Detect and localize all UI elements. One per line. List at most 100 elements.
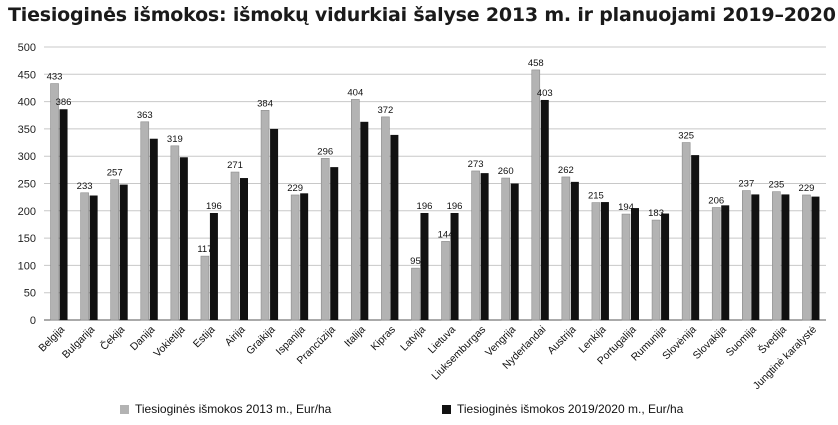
x-tick-label: Liuksemburgas bbox=[429, 324, 488, 383]
legend-item-2013: Tiesioginės išmokos 2013 m., Eur/ha bbox=[120, 402, 331, 416]
bar-2013 bbox=[351, 99, 360, 321]
y-tick-label: 150 bbox=[18, 233, 36, 245]
data-label-2013: 257 bbox=[107, 168, 123, 179]
data-label-2013: 363 bbox=[137, 110, 153, 121]
bar-2019 bbox=[240, 178, 248, 320]
y-tick-label: 0 bbox=[30, 315, 36, 327]
x-tick-label: Čekija bbox=[97, 323, 127, 353]
data-label-2013: 433 bbox=[47, 72, 63, 83]
data-label-2013: 296 bbox=[317, 146, 333, 157]
y-tick-label: 200 bbox=[18, 206, 36, 218]
x-tick-label: Bulgarija bbox=[60, 324, 97, 361]
data-label-2013: 325 bbox=[678, 131, 694, 142]
data-label-2013: 262 bbox=[558, 165, 574, 176]
bar-2013 bbox=[802, 194, 811, 321]
bar-2013 bbox=[290, 194, 300, 321]
bar-2013 bbox=[200, 255, 210, 321]
data-label-2019: 196 bbox=[417, 201, 433, 212]
data-label-2013: 271 bbox=[227, 160, 243, 171]
bar-2019 bbox=[450, 212, 459, 320]
data-label-2013: 237 bbox=[738, 179, 754, 190]
bar-2019 bbox=[300, 193, 309, 320]
bar-2013 bbox=[772, 191, 781, 321]
bar-2019 bbox=[360, 121, 369, 320]
x-tick-label: Estija bbox=[191, 324, 218, 351]
bar-2019 bbox=[209, 212, 218, 320]
y-tick-label: 350 bbox=[18, 124, 36, 136]
data-label-2013: 273 bbox=[468, 159, 484, 170]
data-label-2013: 319 bbox=[167, 134, 183, 145]
bar-2019 bbox=[270, 128, 279, 320]
bar-2019 bbox=[420, 212, 429, 320]
data-label-2013: 260 bbox=[498, 166, 514, 177]
bar-2019 bbox=[540, 99, 549, 320]
x-tick-label: Italija bbox=[342, 324, 368, 350]
data-label-2013: 372 bbox=[377, 105, 393, 116]
x-tick-label: Vokietija bbox=[151, 324, 187, 360]
data-label-2019: 196 bbox=[447, 201, 463, 212]
y-tick-label: 450 bbox=[18, 69, 36, 81]
bar-2013 bbox=[320, 158, 330, 321]
bar-2013 bbox=[381, 116, 390, 321]
y-tick-label: 500 bbox=[18, 42, 36, 54]
bar-2019 bbox=[631, 208, 639, 320]
bar-2019 bbox=[510, 183, 519, 320]
data-label-2013: 458 bbox=[528, 58, 544, 69]
data-label-2013: 95 bbox=[410, 256, 421, 267]
bar-2019 bbox=[661, 213, 670, 320]
data-label-2013: 404 bbox=[347, 87, 363, 98]
bar-2019 bbox=[600, 202, 609, 320]
bar-2013 bbox=[110, 179, 119, 321]
bar-2013 bbox=[561, 176, 571, 321]
bar-2013 bbox=[591, 202, 601, 321]
data-label-2013: 183 bbox=[648, 208, 664, 219]
bar-2013 bbox=[140, 121, 150, 321]
y-tick-label: 250 bbox=[18, 179, 36, 191]
bar-2019 bbox=[179, 157, 188, 320]
bar-2013 bbox=[441, 241, 450, 321]
bar-2019 bbox=[149, 138, 158, 320]
x-tick-label: Latvija bbox=[398, 324, 428, 354]
bar-2013 bbox=[501, 177, 510, 321]
bar-2019 bbox=[480, 173, 489, 320]
bar-2019 bbox=[59, 109, 68, 320]
bar-2013 bbox=[50, 83, 59, 321]
bar-2019 bbox=[119, 184, 128, 320]
bar-2013 bbox=[411, 267, 420, 321]
x-tick-label: Austrija bbox=[545, 324, 578, 357]
x-tick-label: Graikija bbox=[244, 324, 278, 358]
legend-label-2019: Tiesioginės išmokos 2019/2020 m., Eur/ha bbox=[457, 402, 684, 416]
bar-2013 bbox=[531, 69, 541, 321]
y-tick-label: 100 bbox=[18, 260, 36, 272]
bar-2013 bbox=[681, 142, 691, 321]
data-label-2019: 196 bbox=[206, 201, 222, 212]
bar-2013 bbox=[170, 145, 180, 321]
bar-2013 bbox=[260, 110, 270, 321]
bar-2019 bbox=[390, 134, 399, 320]
bar-2013 bbox=[621, 213, 631, 321]
legend-swatch-2013 bbox=[120, 404, 129, 414]
bar-2019 bbox=[691, 155, 700, 320]
bar-2019 bbox=[721, 205, 730, 320]
legend-swatch-2019 bbox=[442, 404, 451, 414]
data-label-2013: 229 bbox=[287, 183, 303, 194]
y-tick-label: 400 bbox=[18, 97, 36, 109]
bar-2019 bbox=[811, 196, 820, 320]
bar-2013 bbox=[471, 170, 480, 321]
x-tick-label: Suomija bbox=[724, 324, 759, 359]
data-label-2013: 144 bbox=[438, 229, 454, 240]
data-label-2013: 206 bbox=[708, 196, 724, 207]
data-label-2013: 235 bbox=[768, 180, 784, 191]
legend-item-2019: Tiesioginės išmokos 2019/2020 m., Eur/ha bbox=[442, 402, 683, 416]
bar-2019 bbox=[751, 194, 760, 320]
x-tick-label: Kipras bbox=[368, 324, 398, 354]
data-label-2013: 215 bbox=[588, 191, 604, 202]
bar-2013 bbox=[80, 192, 89, 321]
data-label-2019: 403 bbox=[537, 88, 553, 99]
bar-2019 bbox=[781, 194, 790, 320]
data-label-2019: 386 bbox=[56, 97, 72, 108]
data-label-2013: 384 bbox=[257, 98, 273, 109]
bar-2019 bbox=[89, 195, 98, 320]
x-tick-label: Airija bbox=[223, 324, 248, 349]
y-tick-label: 50 bbox=[24, 288, 36, 300]
